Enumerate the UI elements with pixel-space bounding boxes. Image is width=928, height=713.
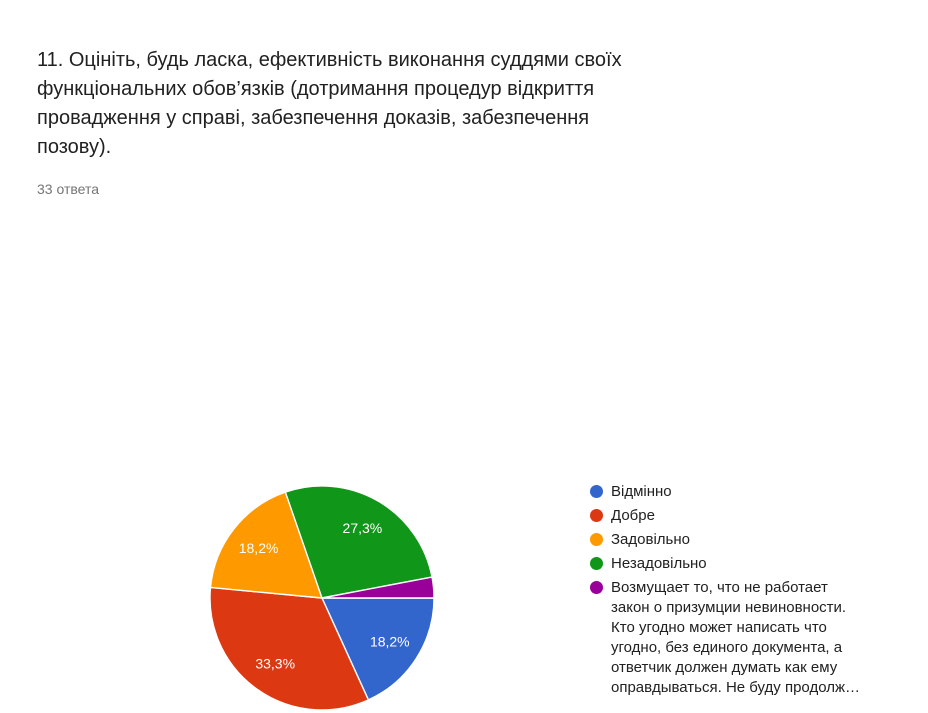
- legend-swatch-icon: [590, 581, 603, 594]
- pie-slice-percent-label: 33,3%: [255, 656, 295, 672]
- pie-slice-percent-label: 18,2%: [239, 540, 279, 556]
- legend-swatch-icon: [590, 533, 603, 546]
- legend-item-label: Возмущает то, что не работает закон о пр…: [611, 579, 860, 696]
- legend-swatch-icon: [590, 509, 603, 522]
- pie-slice-percent-label: 27,3%: [343, 520, 383, 536]
- legend-item-label: Незадовільно: [611, 555, 707, 572]
- pie-chart-area: 18,2% 33,3% 18,2% 27,3% Відмінно Добре Задові…: [0, 230, 928, 711]
- pie-slice[interactable]: [284, 485, 433, 599]
- legend-item-label: Добре: [611, 507, 655, 524]
- legend-item: Незадовільно: [590, 554, 890, 574]
- legend-item: Добре: [590, 506, 890, 526]
- legend-swatch-icon: [590, 557, 603, 570]
- pie-slice[interactable]: [321, 576, 435, 599]
- legend-item-label: Задовільно: [611, 531, 690, 548]
- legend-item: Відмінно: [590, 482, 890, 502]
- legend-item-label: Відмінно: [611, 483, 672, 500]
- chart-legend: Відмінно Добре Задовільно Незадовільно Возму…: [590, 482, 890, 702]
- question-header: 11. Оцініть, будь ласка, ефективність ви…: [37, 46, 877, 197]
- pie-chart: 18,2% 33,3% 18,2% 27,3%: [209, 485, 435, 711]
- legend-item: Возмущает то, что не работает закон о пр…: [590, 578, 890, 698]
- question-title: 11. Оцініть, будь ласка, ефективність ви…: [37, 49, 622, 158]
- responses-count: 33 ответа: [37, 181, 99, 197]
- legend-swatch-icon: [590, 485, 603, 498]
- pie-slice-percent-label: 18,2%: [370, 634, 410, 650]
- legend-item: Задовільно: [590, 530, 890, 550]
